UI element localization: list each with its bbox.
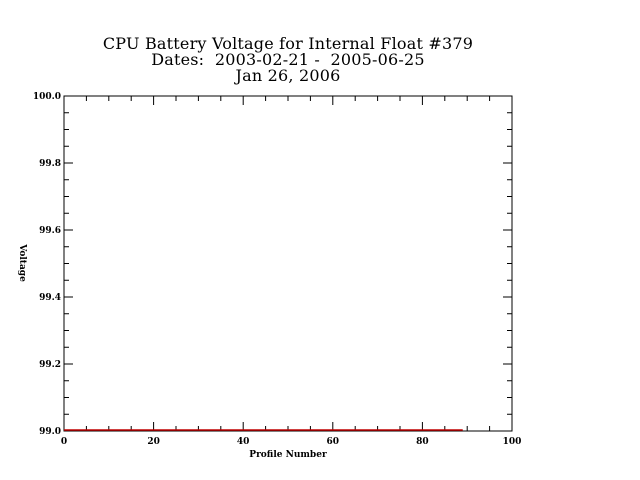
x-tick-label: 40: [237, 437, 250, 447]
title-line-3: Jan 26, 2006: [235, 66, 341, 85]
y-tick-label: 100.0: [33, 92, 61, 102]
x-tick-label: 60: [327, 437, 340, 447]
y-tick-label: 99.4: [39, 293, 61, 303]
x-tick-label: 80: [416, 437, 429, 447]
x-tick-label: 0: [61, 437, 67, 447]
y-tick-label: 99.2: [39, 360, 61, 370]
chart-title: CPU Battery Voltage for Internal Float #…: [0, 36, 576, 84]
x-tick-label: 20: [147, 437, 160, 447]
plot-frame: [63, 95, 513, 432]
axis-ticks: 0 20 40 60 80 100 99.0 99.2 99.4 99.6 99.8 100.0: [33, 92, 522, 447]
title-line-2: Dates: 2003-02-21 - 2005-06-25: [151, 50, 425, 69]
x-axis-label: Profile Number: [249, 450, 327, 460]
title-line-1: CPU Battery Voltage for Internal Float #…: [102, 34, 474, 53]
y-tick-label: 99.8: [39, 159, 61, 169]
y-axis-label: Voltage: [17, 243, 27, 282]
x-tick-label: 100: [503, 437, 522, 447]
y-tick-label: 99.0: [39, 427, 61, 437]
y-tick-label: 99.6: [39, 226, 61, 236]
